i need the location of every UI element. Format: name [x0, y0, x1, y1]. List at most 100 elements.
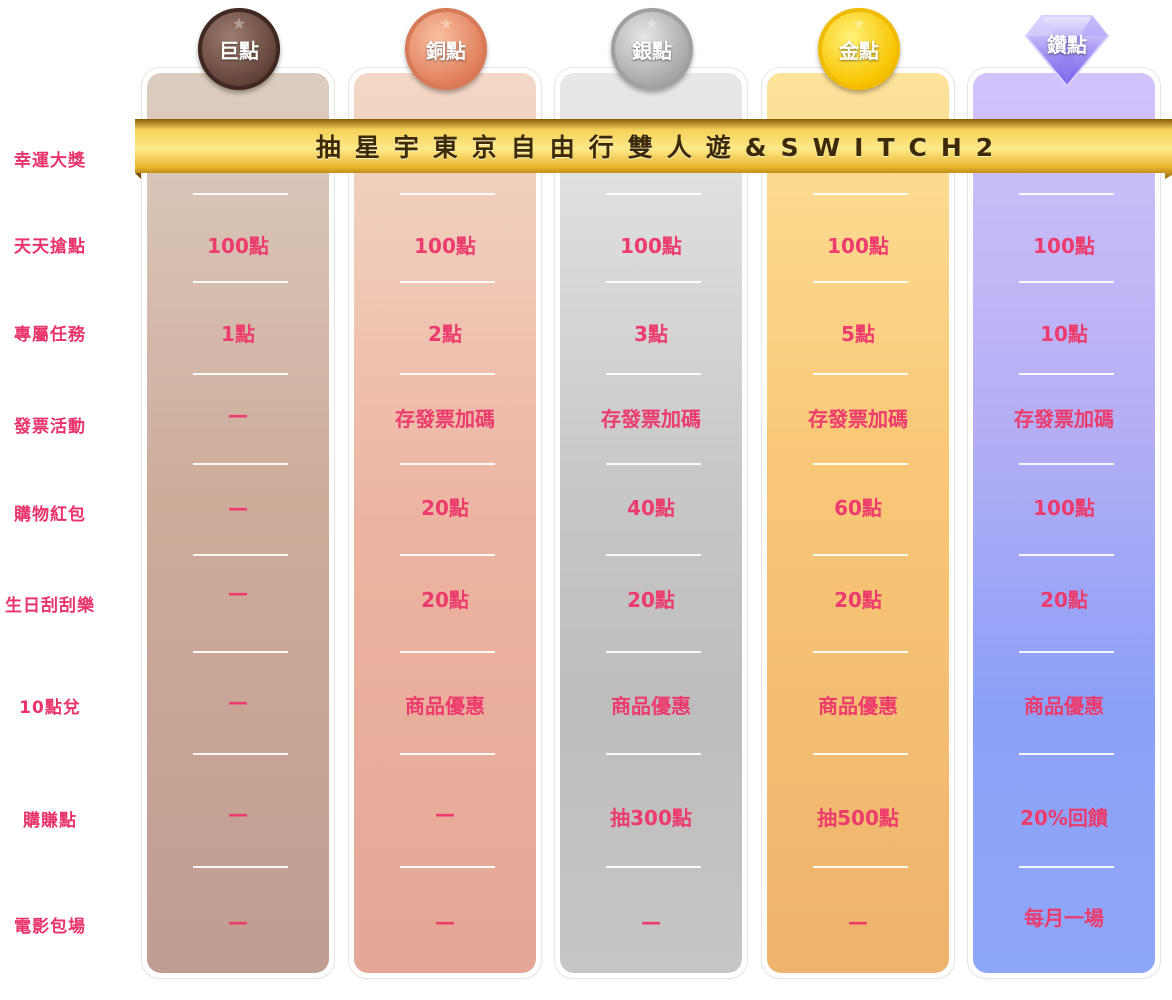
- cell-silver-invoice-event: 存發票加碼: [601, 407, 701, 431]
- row-label-invoice-event: 發票活動: [14, 417, 86, 437]
- cell-diamond-daily-grab: 100點: [1033, 234, 1095, 258]
- cell-diamond-shopping-red-envelope: 100點: [1033, 496, 1095, 520]
- row-divider: [400, 651, 495, 653]
- cell-bronze-10-points-redeem: —: [228, 690, 248, 714]
- tier-column-gold: [762, 68, 954, 978]
- cell-silver-movie-screening: —: [641, 910, 661, 934]
- cell-copper-exclusive-tasks: 2點: [428, 322, 462, 346]
- row-divider: [606, 281, 701, 283]
- row-divider: [1019, 753, 1114, 755]
- tier-name: 銅點: [426, 38, 466, 63]
- tier-column-copper: [349, 68, 541, 978]
- row-label-shop-earn-points: 購賺點: [23, 811, 77, 831]
- row-divider: [193, 554, 288, 556]
- row-divider: [1019, 373, 1114, 375]
- cell-bronze-birthday-scratch: —: [228, 581, 248, 605]
- row-divider: [1019, 554, 1114, 556]
- cell-gold-shopping-red-envelope: 60點: [834, 496, 882, 520]
- row-divider: [606, 554, 701, 556]
- row-divider: [813, 554, 908, 556]
- cell-gold-shop-earn-points: 抽500點: [817, 806, 899, 830]
- star-icon: ★: [231, 14, 247, 33]
- row-label-lucky-prize: 幸運大獎: [14, 151, 86, 171]
- cell-gold-movie-screening: —: [848, 910, 868, 934]
- row-divider: [606, 193, 701, 195]
- cell-silver-birthday-scratch: 20點: [627, 588, 675, 612]
- row-divider: [813, 373, 908, 375]
- row-divider: [813, 193, 908, 195]
- row-divider: [606, 373, 701, 375]
- row-divider: [813, 281, 908, 283]
- cell-copper-movie-screening: —: [435, 910, 455, 934]
- row-divider: [813, 866, 908, 868]
- row-divider: [400, 281, 495, 283]
- cell-diamond-birthday-scratch: 20點: [1040, 588, 1088, 612]
- row-divider: [193, 463, 288, 465]
- row-label-birthday-scratch: 生日刮刮樂: [5, 596, 95, 616]
- cell-silver-10-points-redeem: 商品優惠: [611, 694, 691, 718]
- row-divider: [400, 554, 495, 556]
- row-divider: [193, 193, 288, 195]
- tier-badge-silver: ★ 銀點: [611, 8, 693, 90]
- cell-copper-shop-earn-points: —: [435, 802, 455, 826]
- cell-bronze-shopping-red-envelope: —: [228, 496, 248, 520]
- cell-copper-10-points-redeem: 商品優惠: [405, 694, 485, 718]
- row-divider: [400, 866, 495, 868]
- row-divider: [813, 651, 908, 653]
- cell-diamond-movie-screening: 每月一場: [1024, 906, 1104, 930]
- row-divider: [400, 373, 495, 375]
- row-label-10-points-redeem: 10點兌: [19, 698, 81, 718]
- row-divider: [400, 753, 495, 755]
- tier-column-diamond: [968, 68, 1160, 978]
- tier-badge-diamond: 鑽點: [1024, 6, 1110, 88]
- tier-badge-copper: ★ 銅點: [405, 8, 487, 90]
- row-divider: [606, 866, 701, 868]
- row-divider: [1019, 193, 1114, 195]
- row-label-movie-screening: 電影包場: [14, 917, 86, 937]
- row-divider: [193, 651, 288, 653]
- tier-column-silver: [555, 68, 747, 978]
- tier-name: 金點: [839, 38, 879, 63]
- cell-diamond-shop-earn-points: 20%回饋: [1020, 806, 1108, 830]
- row-label-shopping-red-envelope: 購物紅包: [14, 505, 86, 525]
- cell-bronze-shop-earn-points: —: [228, 802, 248, 826]
- cell-gold-daily-grab: 100點: [827, 234, 889, 258]
- row-divider: [813, 753, 908, 755]
- row-divider: [400, 193, 495, 195]
- row-divider: [606, 651, 701, 653]
- cell-diamond-10-points-redeem: 商品優惠: [1024, 694, 1104, 718]
- tier-column-bronze: [142, 68, 334, 978]
- row-divider: [193, 373, 288, 375]
- row-divider: [193, 753, 288, 755]
- row-label-daily-grab: 天天搶點: [14, 237, 86, 257]
- prize-banner-text: 抽星宇東京自由行雙人遊&SWITCH2: [315, 133, 1008, 162]
- star-icon: ★: [851, 14, 867, 33]
- cell-silver-daily-grab: 100點: [620, 234, 682, 258]
- cell-bronze-movie-screening: —: [228, 910, 248, 934]
- tier-badge-bronze: ★ 巨點: [198, 8, 280, 90]
- row-divider: [400, 463, 495, 465]
- star-icon: ★: [644, 14, 660, 33]
- star-icon: ★: [438, 14, 454, 33]
- cell-bronze-daily-grab: 100點: [207, 234, 269, 258]
- row-divider: [193, 866, 288, 868]
- cell-gold-exclusive-tasks: 5點: [841, 322, 875, 346]
- tier-badge-gold: ★ 金點: [818, 8, 900, 90]
- cell-diamond-invoice-event: 存發票加碼: [1014, 407, 1114, 431]
- tier-name: 銀點: [632, 38, 672, 63]
- row-label-exclusive-tasks: 專屬任務: [14, 325, 86, 345]
- row-divider: [813, 463, 908, 465]
- cell-silver-shopping-red-envelope: 40點: [627, 496, 675, 520]
- cell-copper-shopping-red-envelope: 20點: [421, 496, 469, 520]
- row-divider: [606, 463, 701, 465]
- cell-silver-shop-earn-points: 抽300點: [610, 806, 692, 830]
- cell-gold-invoice-event: 存發票加碼: [808, 407, 908, 431]
- row-divider: [1019, 651, 1114, 653]
- tier-name: 鑽點: [1047, 32, 1087, 57]
- cell-bronze-exclusive-tasks: 1點: [221, 322, 255, 346]
- row-divider: [1019, 866, 1114, 868]
- cell-copper-invoice-event: 存發票加碼: [395, 407, 495, 431]
- cell-bronze-invoice-event: —: [228, 403, 248, 427]
- cell-gold-10-points-redeem: 商品優惠: [818, 694, 898, 718]
- row-divider: [606, 753, 701, 755]
